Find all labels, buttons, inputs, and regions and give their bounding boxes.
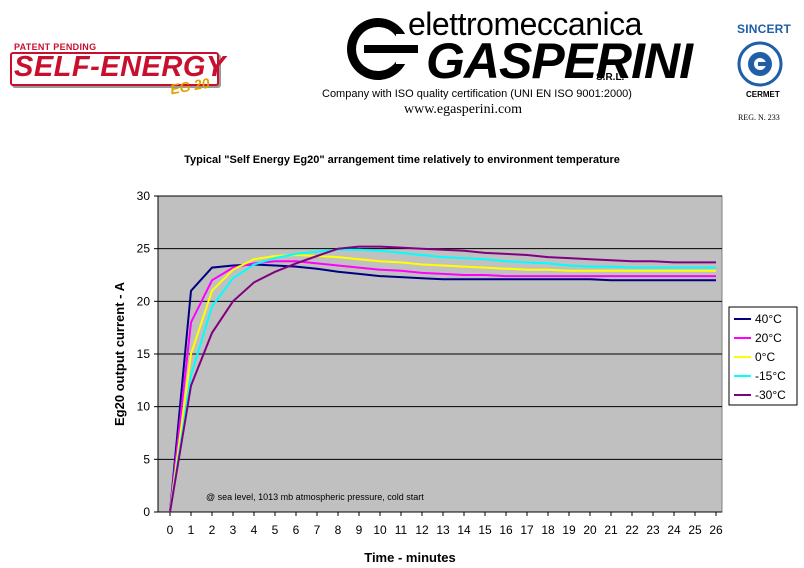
chart-annotation: @ sea level, 1013 mb atmospheric pressur… xyxy=(206,492,424,502)
x-tick-label: 14 xyxy=(457,523,471,537)
x-tick-label: 2 xyxy=(209,523,216,537)
series-line-4 xyxy=(169,245,716,513)
x-tick-label: 18 xyxy=(541,523,555,537)
y-tick-label: 30 xyxy=(137,189,151,203)
self-energy-logo-badge xyxy=(10,52,219,86)
x-tick-label: 23 xyxy=(646,523,660,537)
iso-certification-text: Company with ISO quality certification (… xyxy=(322,88,632,100)
y-tick-label: 15 xyxy=(137,347,151,361)
y-tick-label: 0 xyxy=(143,505,150,519)
y-axis-label: Eg20 output current - A xyxy=(112,281,127,426)
x-tick-label: 19 xyxy=(562,523,576,537)
brand-srl: S.R.L. xyxy=(596,72,625,83)
series-line-0 xyxy=(169,263,716,513)
legend-entry: -30°C xyxy=(755,388,786,402)
legend-entry: 0°C xyxy=(755,350,775,364)
brand-elettromeccanica: elettromeccanica xyxy=(408,6,642,42)
x-tick-label: 8 xyxy=(335,523,342,537)
x-tick-label: 1 xyxy=(188,523,195,537)
series-line-3 xyxy=(169,248,716,513)
y-tick-label: 25 xyxy=(137,242,151,256)
x-tick-label: 12 xyxy=(415,523,429,537)
chart-title: Typical "Self Energy Eg20" arrangement t… xyxy=(184,154,620,166)
self-energy-logo-text: SELF-ENERGY xyxy=(14,51,226,83)
x-tick-label: 3 xyxy=(230,523,237,537)
x-axis-label: Time - minutes xyxy=(364,550,456,565)
legend-entry: 40°C xyxy=(755,312,782,326)
brand-gasperini: GASPERINI xyxy=(426,33,693,89)
x-tick-label: 0 xyxy=(167,523,174,537)
series-line-2 xyxy=(169,253,716,513)
patent-pending-label: PATENT PENDING xyxy=(14,42,97,52)
x-tick-label: 15 xyxy=(478,523,492,537)
x-tick-label: 24 xyxy=(667,523,681,537)
x-tick-label: 16 xyxy=(499,523,513,537)
x-tick-label: 17 xyxy=(520,523,534,537)
x-tick-label: 22 xyxy=(625,523,639,537)
website-link[interactable]: www.egasperini.com xyxy=(404,102,523,117)
x-tick-label: 25 xyxy=(688,523,702,537)
x-tick-label: 13 xyxy=(436,523,450,537)
x-tick-label: 26 xyxy=(709,523,723,537)
legend-entry: -15°C xyxy=(755,369,786,383)
x-tick-label: 11 xyxy=(395,523,408,537)
sincert-label: SINCERT xyxy=(737,22,792,36)
y-tick-label: 20 xyxy=(137,294,151,308)
cermet-seal-icon xyxy=(737,41,783,87)
x-tick-label: 21 xyxy=(604,523,618,537)
x-tick-label: 7 xyxy=(314,523,321,537)
x-tick-label: 9 xyxy=(356,523,363,537)
x-tick-label: 6 xyxy=(293,523,300,537)
gasperini-e-logo-icon xyxy=(347,18,420,80)
y-tick-label: 5 xyxy=(143,452,150,466)
cermet-label: CERMET xyxy=(746,90,780,99)
registration-number: REG. N. 233 xyxy=(738,113,780,122)
x-tick-label: 10 xyxy=(373,523,387,537)
x-tick-label: 5 xyxy=(272,523,279,537)
x-tick-label: 4 xyxy=(251,523,258,537)
y-tick-label: 10 xyxy=(137,400,151,414)
x-tick-label: 20 xyxy=(583,523,597,537)
legend-entry: 20°C xyxy=(755,331,782,345)
